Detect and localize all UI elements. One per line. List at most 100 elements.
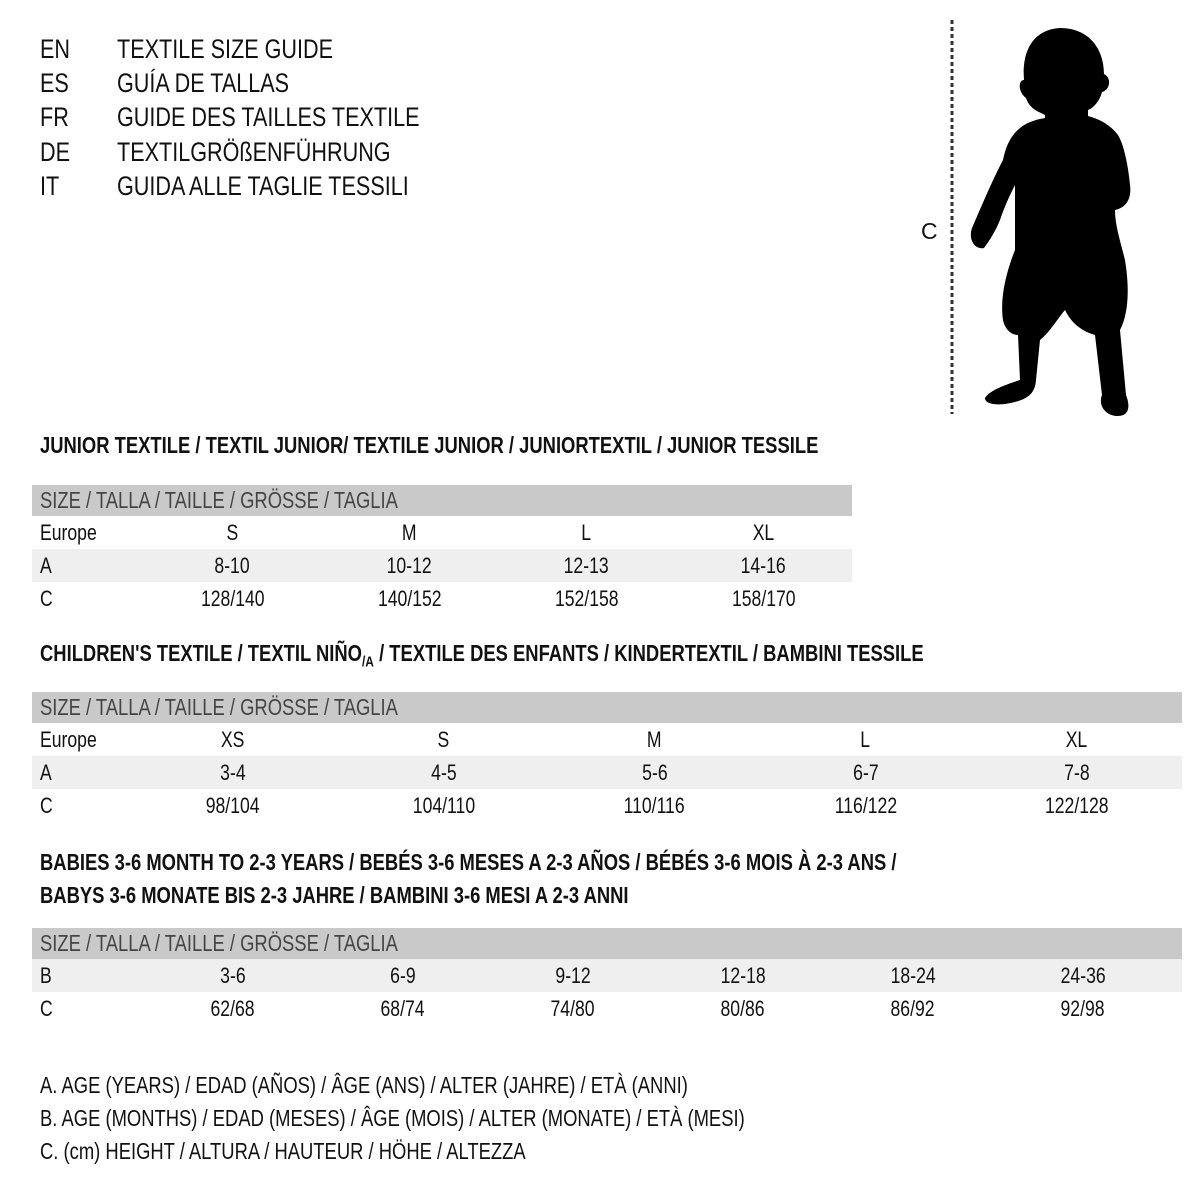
lang-code: FR [40, 102, 69, 132]
lang-code: EN [40, 34, 71, 64]
legend-a: A. AGE (YEARS) / EDAD (AÑOS) / ÂGE (ANS)… [40, 1072, 850, 1099]
cell-value: 12-13 [563, 553, 610, 578]
row-label: A [32, 549, 144, 582]
table-cell: 12-13 [498, 549, 675, 582]
children-heading-text: CHILDREN'S TEXTILE / TEXTIL NIÑO/A / TEX… [40, 640, 924, 671]
legend-text: A. AGE (YEARS) / EDAD (AÑOS) / ÂGE (ANS)… [40, 1072, 688, 1098]
cell-value: 12-18 [720, 963, 766, 988]
row-label-text: Europe [40, 727, 97, 752]
table-cell: 128/140 [144, 582, 321, 615]
lang-code: ES [40, 68, 69, 98]
babies-heading-text: BABIES 3-6 MONTH TO 2-3 YEARS / BEBÉS 3-… [40, 849, 897, 875]
cell-value: 5-6 [641, 760, 668, 785]
row-label: C [32, 582, 144, 615]
cell-value: 92/98 [1060, 996, 1106, 1021]
junior-size-table: SIZE / TALLA / TAILLE / GRÖSSE / TAGLIA … [32, 485, 852, 615]
table-row: C 128/140 140/152 152/158 158/170 [32, 582, 852, 615]
title-text: GUIDE DES TAILLES TEXTILE [117, 102, 420, 132]
table-cell: 12-18 [658, 959, 828, 992]
cell-value: 18-24 [890, 963, 936, 988]
header-text: SIZE / TALLA / TAILLE / GRÖSSE / TAGLIA [40, 487, 398, 513]
table-cell: 3-4 [127, 756, 338, 789]
table-cell: M [549, 723, 760, 756]
table-cell: 104/110 [338, 789, 549, 822]
table-cell: 7-8 [971, 756, 1182, 789]
babies-heading-1: BABIES 3-6 MONTH TO 2-3 YEARS / BEBÉS 3-… [40, 849, 1111, 876]
row-label: Europe [32, 516, 144, 549]
table-cell: L [498, 516, 675, 549]
cell-value: 6-7 [852, 760, 879, 785]
row-label-text: C [40, 996, 53, 1021]
junior-heading: JUNIOR TEXTILE / TEXTIL JUNIOR/ TEXTILE … [40, 432, 1013, 459]
babies-heading-2: BABYS 3-6 MONATE BIS 2-3 JAHRE / BAMBINI… [40, 882, 776, 909]
cell-value: 62/68 [210, 996, 256, 1021]
legend-c: C. (cm) HEIGHT / ALTURA / HAUTEUR / HÖHE… [40, 1138, 647, 1165]
table-cell: 140/152 [321, 582, 498, 615]
table-header: SIZE / TALLA / TAILLE / GRÖSSE / TAGLIA [32, 692, 1182, 723]
header-text: SIZE / TALLA / TAILLE / GRÖSSE / TAGLIA [40, 694, 398, 720]
cell-value: 110/116 [623, 793, 685, 818]
cell-value: 128/140 [200, 586, 265, 611]
child-silhouette-icon [950, 20, 1131, 416]
cell-value: 98/104 [205, 793, 260, 818]
cell-value: 3-6 [220, 963, 246, 988]
table-cell: 86/92 [828, 992, 998, 1025]
table-row: A 8-10 10-12 12-13 14-16 [32, 549, 852, 582]
header-text: SIZE / TALLA / TAILLE / GRÖSSE / TAGLIA [40, 930, 398, 956]
cell-value: 3-4 [219, 760, 246, 785]
table-cell: 122/128 [971, 789, 1182, 822]
cell-value: 140/152 [377, 586, 442, 611]
table-cell: 68/74 [318, 992, 488, 1025]
heading-subscript: /A [361, 653, 374, 671]
table-cell: M [321, 516, 498, 549]
table-cell: L [760, 723, 971, 756]
row-label-text: B [40, 963, 52, 988]
table-cell: 6-7 [760, 756, 971, 789]
table-cell: 3-6 [148, 959, 318, 992]
table-cell: 98/104 [127, 789, 338, 822]
table-cell: 24-36 [998, 959, 1168, 992]
heading-part: CHILDREN'S TEXTILE / TEXTIL NIÑO [40, 640, 362, 666]
table-cell: 18-24 [828, 959, 998, 992]
children-heading: CHILDREN'S TEXTILE / TEXTIL NIÑO/A / TEX… [40, 640, 1145, 671]
table-cell: 6-9 [318, 959, 488, 992]
table-row: Europe S M L XL [32, 516, 852, 549]
babies-heading-text: BABYS 3-6 MONATE BIS 2-3 JAHRE / BAMBINI… [40, 882, 629, 908]
row-label-text: C [40, 793, 53, 818]
cell-value: L [581, 520, 592, 545]
babies-size-table: SIZE / TALLA / TAILLE / GRÖSSE / TAGLIA … [32, 928, 1182, 1025]
table-row: C 62/68 68/74 74/80 80/86 86/92 92/98 [32, 992, 1182, 1025]
table-row: Europe XS S M L XL [32, 723, 1182, 756]
legend-b: B. AGE (MONTHS) / EDAD (MESES) / ÂGE (MO… [40, 1105, 921, 1132]
table-row: B 3-6 6-9 9-12 12-18 18-24 24-36 [32, 959, 1182, 992]
table-cell: S [338, 723, 549, 756]
table-cell: 8-10 [144, 549, 321, 582]
table-cell: S [144, 516, 321, 549]
row-label: C [32, 789, 127, 822]
table-cell: 10-12 [321, 549, 498, 582]
cell-value: 116/122 [834, 793, 897, 818]
cell-value: 158/170 [731, 586, 796, 611]
cell-value: 152/158 [554, 586, 619, 611]
cell-value: 104/110 [412, 793, 475, 818]
table-cell: 4-5 [338, 756, 549, 789]
table-cell: 14-16 [675, 549, 852, 582]
cell-value: 6-9 [390, 963, 416, 988]
junior-heading-text: JUNIOR TEXTILE / TEXTIL JUNIOR/ TEXTILE … [40, 432, 819, 458]
table-cell: XL [675, 516, 852, 549]
table-cell: XL [971, 723, 1182, 756]
cell-value: M [647, 727, 662, 752]
title-text: GUÍA DE TALLAS [117, 68, 290, 98]
table-header: SIZE / TALLA / TAILLE / GRÖSSE / TAGLIA [32, 485, 852, 516]
table-cell: 62/68 [148, 992, 318, 1025]
cell-value: S [437, 727, 450, 752]
legend-text: B. AGE (MONTHS) / EDAD (MESES) / ÂGE (MO… [40, 1105, 745, 1131]
row-label: C [32, 992, 148, 1025]
row-label-text: A [40, 760, 52, 785]
table-cell: 9-12 [488, 959, 658, 992]
table-cell: 92/98 [998, 992, 1168, 1025]
table-cell: XS [127, 723, 338, 756]
lang-code: DE [40, 137, 71, 167]
table-cell: 5-6 [549, 756, 760, 789]
cell-value: 9-12 [555, 963, 591, 988]
